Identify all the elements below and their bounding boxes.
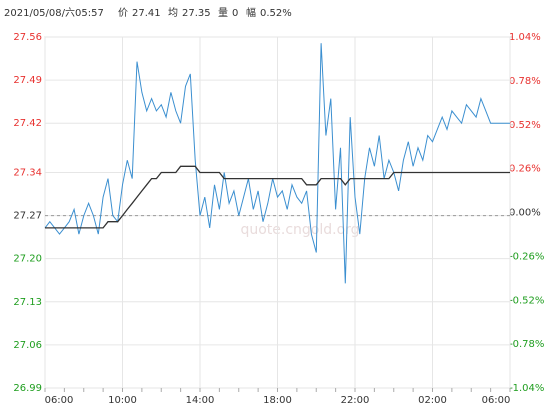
y-tick-label: 27.34 — [13, 167, 42, 178]
x-tick-label: 10:00 — [108, 395, 137, 406]
y-tick-label: 27.49 — [13, 75, 42, 86]
header-value: 0 — [232, 8, 238, 19]
line-series — [44, 43, 510, 284]
header-value: 27.41 — [132, 8, 161, 19]
y2-tick-label: 0.78% — [509, 76, 541, 87]
header-value: 27.35 — [182, 8, 211, 19]
watermark: quote.cngold.org — [240, 222, 359, 238]
header-label: 价 — [118, 7, 128, 19]
y-tick-label: 27.56 — [13, 32, 42, 43]
x-tick-label: 06:00 — [45, 395, 74, 406]
y-tick-label: 27.42 — [13, 118, 42, 129]
y-tick-label: 27.20 — [13, 254, 42, 265]
x-tick-label: 02:00 — [418, 395, 447, 406]
y2-tick-label: -0.78% — [509, 339, 544, 350]
y2-tick-label: -0.26% — [509, 251, 544, 262]
header: 2021/05/08/六05:57 价 27.41 均 27.35 量 0 幅 … — [4, 6, 292, 19]
y2-tick-label: 1.04% — [509, 32, 541, 43]
header-label: 均 — [168, 7, 178, 19]
y2-tick-label: -0.52% — [509, 295, 544, 306]
header-datetime: 2021/05/08/六05:57 — [4, 7, 104, 19]
x-tick-label: 22:00 — [341, 395, 370, 406]
y-tick-label: 27.06 — [13, 340, 42, 351]
header-value: 0.52% — [260, 8, 292, 19]
y2-tick-label: 0.52% — [509, 120, 541, 131]
x-tick-label: 06:00 — [482, 395, 511, 406]
header-label: 幅 — [246, 6, 256, 19]
y2-tick-label: 0.00% — [509, 208, 541, 219]
y-tick-label: 27.13 — [13, 297, 42, 308]
header-label: 量 — [218, 7, 228, 19]
y2-tick-label: 0.26% — [509, 164, 541, 175]
x-tick-label: 14:00 — [186, 395, 215, 406]
line-series — [45, 165, 510, 229]
x-tick-label: 18:00 — [263, 395, 292, 406]
y2-tick-label: -1.04% — [509, 383, 544, 394]
y-tick-label: 27.27 — [13, 211, 42, 222]
y-tick-label: 26.99 — [13, 383, 42, 394]
